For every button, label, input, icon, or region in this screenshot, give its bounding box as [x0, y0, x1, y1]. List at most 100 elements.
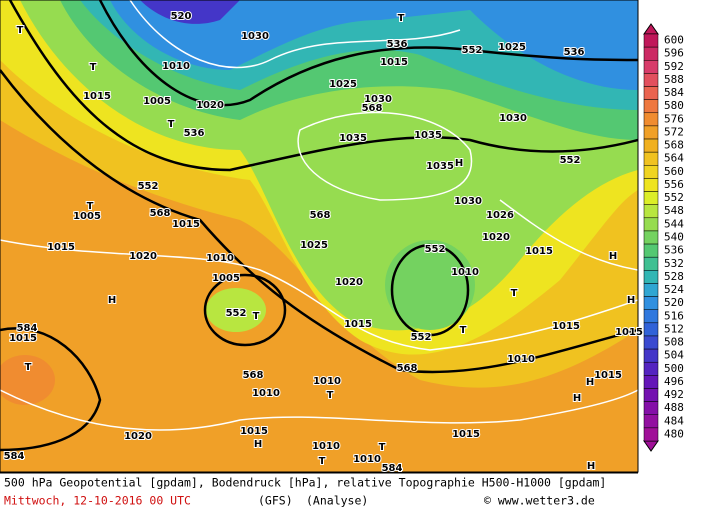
legend-swatch: [643, 256, 659, 271]
legend-swatch: [643, 322, 659, 337]
map-label: 1015: [615, 327, 643, 338]
legend-swatch: [643, 230, 659, 245]
map-label: 1015: [525, 246, 553, 257]
map-label: 1020: [124, 431, 152, 442]
legend-label: 592: [664, 60, 684, 73]
legend-label: 600: [664, 34, 684, 47]
map-label: T: [17, 25, 24, 36]
map-label: 1015: [47, 242, 75, 253]
legend-swatch: [643, 112, 659, 127]
legend-label: 496: [664, 375, 684, 388]
legend-swatch: [643, 204, 659, 219]
map-label: 1030: [241, 31, 269, 42]
legend-label: 484: [664, 414, 684, 427]
legend-label: 480: [664, 427, 684, 440]
legend-label: 492: [664, 388, 684, 401]
legend-label: 540: [664, 231, 684, 244]
map-label: 1015: [452, 429, 480, 440]
map-label: T: [168, 119, 175, 130]
legend-arrow-bottom: [643, 440, 659, 452]
map-label: 1025: [498, 42, 526, 53]
legend-label: 544: [664, 217, 684, 230]
map-label: T: [319, 456, 326, 467]
map-label: 552: [411, 332, 432, 343]
map-label: T: [379, 442, 386, 453]
map-label: H: [573, 393, 581, 404]
legend-label: 520: [664, 296, 684, 309]
map-label: 1025: [300, 240, 328, 251]
legend-swatch: [643, 309, 659, 324]
legend-label: 588: [664, 73, 684, 86]
legend-label: 504: [664, 349, 684, 362]
map-label: 1010: [313, 376, 341, 387]
legend-label: 488: [664, 401, 684, 414]
footer-model: (GFS): [258, 494, 293, 508]
legend-label: 556: [664, 178, 684, 191]
map-label: 1025: [329, 79, 357, 90]
legend-swatch: [643, 361, 659, 376]
legend-label: 560: [664, 165, 684, 178]
map-label: 1005: [143, 96, 171, 107]
legend-label: 516: [664, 309, 684, 322]
map-label: 1015: [552, 321, 580, 332]
map-label: 1030: [499, 113, 527, 124]
footer-description: 500 hPa Geopotential [gpdam], Bodendruck…: [4, 476, 606, 490]
map-label: H: [108, 295, 116, 306]
legend-label: 548: [664, 204, 684, 217]
legend-swatch: [643, 73, 659, 87]
legend-swatch: [643, 33, 659, 48]
footer-date: Mittwoch, 12-10-2016 00 UTC: [4, 494, 191, 508]
map-label: T: [90, 62, 97, 73]
legend-swatch: [643, 165, 659, 179]
map-label: 1010: [252, 388, 280, 399]
legend-arrow-top: [643, 23, 659, 35]
map-label: 568: [362, 103, 383, 114]
legend-label: 532: [664, 257, 684, 270]
map-label: 568: [397, 363, 418, 374]
legend-label: 524: [664, 283, 684, 296]
map-label: 1015: [9, 333, 37, 344]
legend-label: 564: [664, 152, 684, 165]
color-legend: 6005965925885845805765725685645605565525…: [643, 23, 684, 452]
footer-copyright: © www.wetter3.de: [484, 494, 595, 508]
legend-swatch: [643, 178, 659, 192]
legend-swatch: [643, 217, 659, 232]
map-label: 1005: [212, 273, 240, 284]
legend-swatch: [643, 151, 659, 166]
map-label: T: [87, 201, 94, 212]
map-label: 1026: [486, 210, 514, 221]
map-label: 1020: [129, 251, 157, 262]
map-label: 1020: [196, 100, 224, 111]
map-label: 1010: [507, 354, 535, 365]
legend-swatch: [643, 86, 659, 100]
legend-swatch: [643, 270, 659, 284]
legend-swatch: [643, 388, 659, 402]
legend-label: 568: [664, 139, 684, 152]
map-label: 568: [310, 210, 331, 221]
map-label: 1015: [344, 319, 372, 330]
map-label: 1020: [335, 277, 363, 288]
map-label: 1015: [83, 91, 111, 102]
map-label: 1030: [364, 94, 392, 105]
map-label: 552: [226, 308, 247, 319]
map-label: 1005: [73, 211, 101, 222]
legend-label: 528: [664, 270, 684, 283]
legend-label: 512: [664, 322, 684, 335]
legend-swatch: [643, 138, 659, 153]
map-label: 552: [462, 45, 483, 56]
legend-swatch: [643, 296, 659, 310]
map-label: H: [627, 295, 635, 306]
map-label: T: [25, 362, 32, 373]
legend-swatch: [643, 427, 659, 442]
map-label: 1010: [162, 61, 190, 72]
map-label: 1035: [339, 133, 367, 144]
legend-label: 552: [664, 191, 684, 204]
legend-swatch: [643, 243, 659, 258]
map-label: T: [511, 288, 518, 299]
map-label: 1015: [380, 57, 408, 68]
map-label: 1015: [594, 370, 622, 381]
map-label: 584: [17, 323, 38, 334]
map-label: H: [455, 158, 463, 169]
map-label: T: [327, 390, 334, 401]
